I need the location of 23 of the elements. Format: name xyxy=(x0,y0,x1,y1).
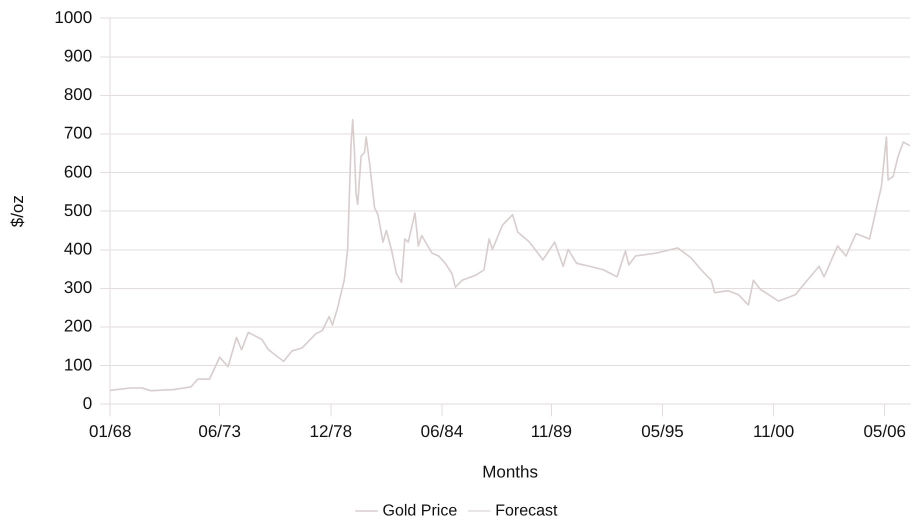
y-tick-label: 800 xyxy=(64,85,92,104)
y-tick-label: 1000 xyxy=(54,8,92,27)
y-tick-label: 100 xyxy=(64,355,92,374)
y-tick-label: 200 xyxy=(64,316,92,336)
y-tick-label: 900 xyxy=(64,46,92,66)
x-tick-label: 11/89 xyxy=(530,422,572,442)
y-tick-label: 600 xyxy=(64,162,92,182)
x-axis-title: Months xyxy=(482,462,538,482)
legend-label: Gold Price xyxy=(382,502,458,520)
x-tick-label: 05/95 xyxy=(641,422,684,442)
x-tick-label: 06/84 xyxy=(420,422,464,442)
y-tick-label: 500 xyxy=(64,200,92,220)
y-axis-title: $/oz xyxy=(8,195,27,228)
x-tick-label: 12/78 xyxy=(310,422,352,442)
y-tick-label: 400 xyxy=(64,239,92,258)
x-tick-label: 11/00 xyxy=(752,422,794,442)
y-tick-label: 700 xyxy=(64,124,92,143)
y-tick-label: 300 xyxy=(64,278,92,298)
legend-label: Forecast xyxy=(495,502,558,520)
y-tick-label: 0 xyxy=(82,394,92,413)
x-tick-label: 05/06 xyxy=(863,422,906,442)
x-tick-label: 01/68 xyxy=(88,422,132,442)
x-tick-label: 06/73 xyxy=(198,422,241,442)
